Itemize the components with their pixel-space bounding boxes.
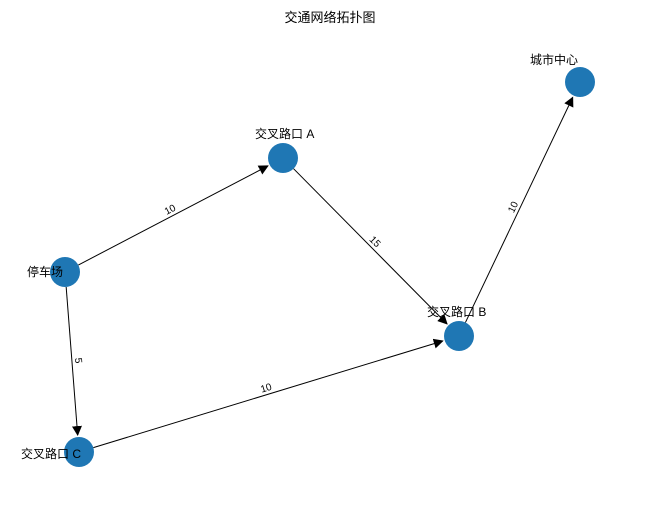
edge-label: 15 — [367, 234, 383, 250]
node-center — [565, 67, 595, 97]
diagram-title: 交通网络拓扑图 — [284, 10, 375, 25]
node-label-xA: 交叉路口 A — [255, 126, 314, 141]
edge-label: 5 — [72, 357, 83, 364]
diagram-container: 交通网络拓扑图105151010停车场交叉路口 A交叉路口 B交叉路口 C城市中… — [0, 0, 660, 522]
edge — [465, 97, 572, 322]
edge — [294, 169, 448, 324]
node-label-center: 城市中心 — [530, 52, 578, 67]
node-xB — [444, 321, 474, 351]
edge — [78, 166, 268, 265]
node-label-xB: 交叉路口 B — [427, 304, 486, 319]
node-label-xC: 交叉路口 C — [21, 446, 81, 461]
edge-label: 10 — [506, 200, 521, 215]
edge — [93, 341, 442, 448]
node-label-parking: 停车场 — [27, 264, 63, 279]
node-xA — [268, 143, 298, 173]
edge-label: 10 — [163, 203, 178, 218]
network-svg: 交通网络拓扑图105151010停车场交叉路口 A交叉路口 B交叉路口 C城市中… — [0, 0, 660, 522]
